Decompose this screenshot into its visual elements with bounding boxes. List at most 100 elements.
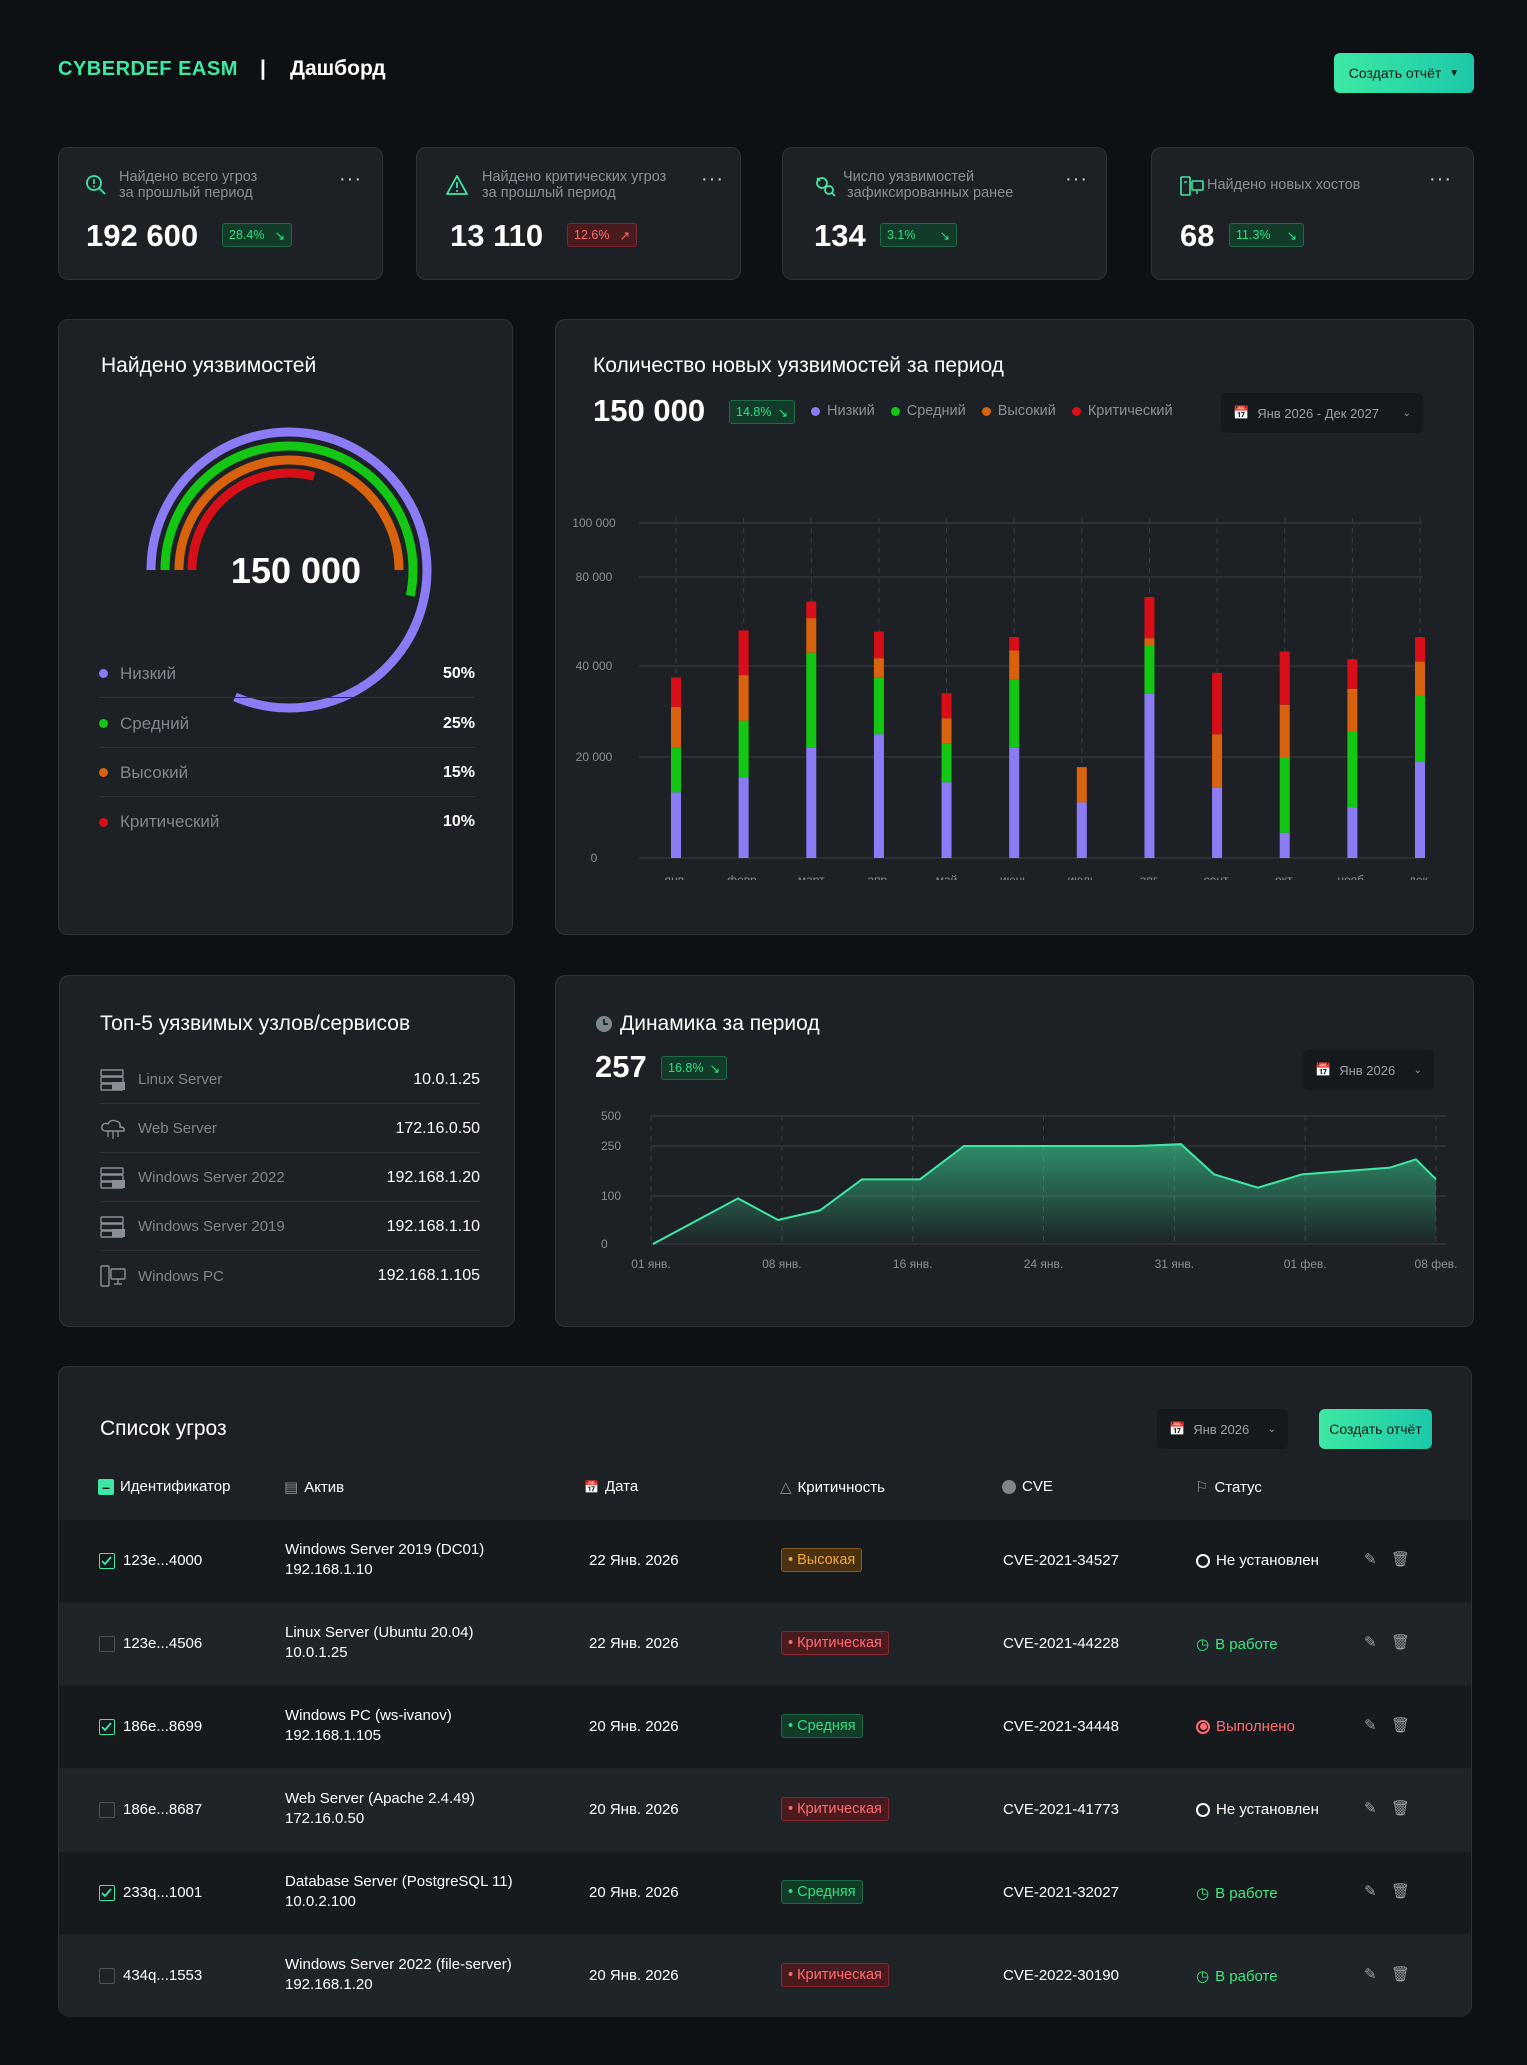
edit-icon[interactable]: ✎ [1364,1551,1377,1568]
threat-id: 233q...1001 [123,1884,203,1901]
edit-icon[interactable]: ✎ [1364,1717,1377,1734]
bug-icon [816,177,836,197]
x-tick-label: сент. [1204,873,1231,880]
row-checkbox[interactable] [99,1553,115,1569]
threat-asset: Web Server (Apache 2.4.49) 172.16.0.50 [285,1790,475,1827]
delete-icon[interactable]: 🗑 [1391,1717,1411,1734]
threat-asset: Windows Server 2019 (DC01) 192.168.1.10 [285,1541,485,1578]
bar-segment [941,743,952,783]
threat-id: 186e...8687 [123,1801,203,1818]
table-row[interactable]: 186e...8687 Web Server (Apache 2.4.49) 17… [59,1769,1471,1851]
bar-segment [738,675,749,721]
more-menu-icon[interactable]: ··· [1065,168,1088,190]
page-title: Дашборд [290,57,386,80]
stack-icon: ▤ [284,1479,299,1496]
column-header-id[interactable]: – Идентификатор [98,1478,230,1495]
row-checkbox[interactable] [99,1802,115,1818]
stacked-bar-chart: 0 20 000 40 000 80 000 100 000 янв. февр. март а… [572,516,1431,880]
x-tick-label: 31 янв. [1155,1257,1195,1271]
bar-segment [1415,762,1425,858]
y-tick-label: 250 [601,1139,621,1153]
threat-asset: Windows PC (ws-ivanov) 192.168.1.105 [285,1707,452,1744]
trend-badge: 14.8% ↘ [729,400,795,424]
table-row[interactable]: 233q...1001 Database Server (PostgreSQL … [59,1852,1471,1934]
threat-date: 20 Янв. 2026 [589,1801,679,1818]
bar-segment [1415,637,1425,662]
host-row[interactable]: Windows Server 2022 192.168.1.20 [100,1154,480,1202]
table-create-report-button[interactable]: Создать отчёт [1319,1409,1432,1449]
threats-range-dropdown[interactable]: 📅 Янв 2026 ⌄ [1157,1409,1288,1449]
bar-segment [738,630,749,676]
bar-segment [1144,597,1155,639]
clock-icon: ◷ [1196,1968,1210,1985]
select-all-checkbox[interactable]: – [98,1478,114,1495]
legend-dot [99,768,108,777]
threat-cve: CVE-2021-34527 [1003,1552,1119,1569]
delete-icon[interactable]: 🗑 [1391,1551,1411,1568]
table-row[interactable]: 434q...1553 Windows Server 2022 (file-se… [59,1935,1471,2017]
more-menu-icon[interactable]: ··· [339,168,362,190]
edit-icon[interactable]: ✎ [1364,1634,1377,1651]
delete-icon[interactable]: 🗑 [1391,1966,1411,1983]
edit-icon[interactable]: ✎ [1364,1883,1377,1900]
column-header-severity[interactable]: △ Критичность [780,1478,885,1497]
flag-icon: ⚐ [1195,1479,1209,1496]
status-label: Не установлен [1196,1801,1319,1818]
column-header-asset[interactable]: ▤ Актив [284,1478,345,1497]
delete-icon[interactable]: 🗑 [1391,1634,1411,1651]
threat-date: 22 Янв. 2026 [589,1552,679,1569]
area-range-dropdown[interactable]: 📅 Янв 2026 ⌄ [1303,1050,1434,1090]
status-label: Не установлен [1196,1552,1319,1569]
table-row[interactable]: 123e...4000 Windows Server 2019 (DC01) 19… [59,1520,1471,1602]
row-checkbox[interactable] [99,1885,115,1901]
column-header-status[interactable]: ⚐ Статус [1195,1478,1262,1497]
donut-arc-2 [174,455,404,571]
host-row[interactable]: Web Server 172.16.0.50 [100,1105,480,1153]
bar-segment [806,618,817,653]
delete-icon[interactable]: 🗑 [1391,1883,1411,1900]
bar-segment [1279,651,1290,705]
create-report-button[interactable]: Создать отчёт ▼ [1334,53,1474,93]
donut-arc-3 [187,468,316,571]
host-row[interactable]: Windows Server 2019 192.168.1.10 [100,1203,480,1251]
row-checkbox[interactable] [99,1636,115,1652]
row-checkbox[interactable] [99,1719,115,1735]
threat-id: 434q...1553 [123,1967,203,1984]
header-separator: | [260,57,266,80]
table-row[interactable]: 186e...8699 Windows PC (ws-ivanov) 192.16… [59,1686,1471,1768]
status-label: ◷ В работе [1196,1967,1278,1986]
stat-label: Найдено новых хостов [1207,177,1361,193]
legend-item-high: Высокий 15% [99,749,475,797]
row-checkbox[interactable] [99,1968,115,1984]
column-header-date[interactable]: 📅 Дата [584,1478,639,1495]
stat-card-critical-threats: Найдено критических угроз за прошлый пери… [416,147,741,280]
stat-label: Найдено всего угроз за прошлый период [119,169,258,201]
more-menu-icon[interactable]: ··· [701,168,724,190]
x-tick-label: авг. [1140,873,1159,880]
calendar-icon: 📅 [1315,1062,1332,1077]
legend-dot [99,669,108,678]
host-row[interactable]: Linux Server 10.0.1.25 [100,1056,480,1104]
edit-icon[interactable]: ✎ [1364,1800,1377,1817]
status-label: Выполнено [1196,1718,1295,1735]
bar-segment [1347,731,1358,808]
severity-badge: • Средняя [781,1880,863,1904]
bar-segment [1347,688,1358,732]
y-tick-label: 40 000 [576,659,613,673]
more-menu-icon[interactable]: ··· [1429,168,1452,190]
edit-icon[interactable]: ✎ [1364,1966,1377,1983]
status-label: ◷ В работе [1196,1635,1278,1654]
bar-segment [1415,695,1425,763]
host-row[interactable]: Windows PC 192.168.1.105 [100,1252,480,1300]
column-header-cve[interactable]: CVE [1002,1478,1053,1495]
delete-icon[interactable]: 🗑 [1391,1800,1411,1817]
threat-cve: CVE-2021-34448 [1003,1718,1119,1735]
vulnerabilities-donut-card: Найдено уязвимостей 150 000 Низкий 50% С… [58,319,513,935]
bar-segment [1279,704,1290,757]
bar-segment [1212,672,1223,735]
table-row[interactable]: 123e...4506 Linux Server (Ubuntu 20.04) 1… [59,1603,1471,1685]
x-tick-label: 01 янв. [631,1257,671,1271]
legend-dot [99,817,108,827]
bar-range-dropdown[interactable]: 📅 Янв 2026 - Дек 2027 ⌄ [1221,393,1423,433]
y-tick-label: 500 [601,1109,621,1123]
